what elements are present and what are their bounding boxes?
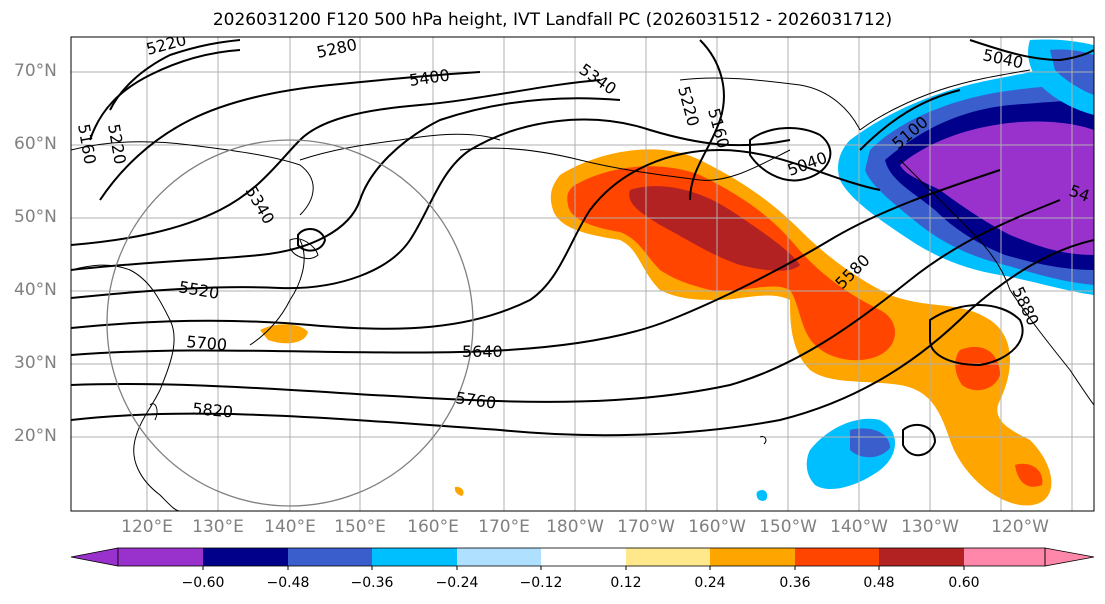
colorbar-tick-label: 0.36 bbox=[779, 575, 811, 591]
colorbar-tick-label: 0.24 bbox=[694, 575, 726, 591]
colorbar-cell bbox=[541, 548, 626, 566]
lat-label: 60°N bbox=[14, 134, 57, 154]
lon-label: 140°W bbox=[830, 517, 888, 537]
contour-label: 5700 bbox=[186, 332, 228, 354]
lat-label: 70°N bbox=[14, 61, 57, 81]
colorbar-cell bbox=[879, 548, 964, 566]
lon-label: 180°W bbox=[546, 517, 604, 537]
lat-label: 40°N bbox=[14, 280, 57, 300]
colorbar bbox=[70, 547, 1095, 570]
colorbar-tick-marks bbox=[202, 566, 965, 570]
colorbar-tick-label: −0.24 bbox=[435, 575, 479, 591]
lon-label: 120°W bbox=[991, 517, 1049, 537]
landfall-region-circle bbox=[106, 139, 474, 507]
colorbar-extend-low bbox=[70, 547, 119, 567]
lon-label: 160°W bbox=[688, 517, 746, 537]
colorbar-tick-label: −0.12 bbox=[519, 575, 563, 591]
lon-label: 150°E bbox=[334, 517, 386, 537]
map-title: 2026031200 F120 500 hPa height, IVT Land… bbox=[212, 10, 893, 30]
graticule bbox=[71, 37, 1094, 511]
colorbar-frame bbox=[117, 547, 1046, 567]
lat-label: 50°N bbox=[14, 207, 57, 227]
coastlines bbox=[71, 69, 1094, 511]
lon-label: 160°E bbox=[407, 517, 459, 537]
lon-label: 170°E bbox=[478, 517, 530, 537]
colorbar-cell bbox=[457, 548, 541, 566]
colorbar-cell bbox=[288, 548, 372, 566]
lon-label: 170°W bbox=[617, 517, 675, 537]
colorbar-tick-label: −0.36 bbox=[350, 575, 394, 591]
colorbar-cell bbox=[118, 548, 203, 566]
colorbar-cell bbox=[710, 548, 795, 566]
lat-label: 30°N bbox=[14, 353, 57, 373]
colorbar-cell bbox=[964, 548, 1045, 566]
colorbar-tick-label: 0.48 bbox=[863, 575, 895, 591]
lon-label: 130°E bbox=[192, 517, 244, 537]
map-frame bbox=[70, 36, 1095, 512]
lon-label: 120°E bbox=[121, 517, 173, 537]
colorbar-tick-label: 0.12 bbox=[610, 575, 642, 591]
colorbar-cell bbox=[626, 548, 710, 566]
colorbar-tick-label: 0.60 bbox=[948, 575, 980, 591]
colorbar-tick-label: −0.60 bbox=[181, 575, 225, 591]
colorbar-cell bbox=[203, 548, 288, 566]
contour-label: 5640 bbox=[462, 342, 503, 361]
colorbar-cell bbox=[795, 548, 879, 566]
map-panel: 5220 5280 5400 5340 5040 5160 5220 5340 … bbox=[71, 37, 1094, 511]
lon-label: 130°W bbox=[901, 517, 959, 537]
lon-label: 140°E bbox=[264, 517, 316, 537]
lon-label: 150°W bbox=[759, 517, 817, 537]
colorbar-extend-high bbox=[1044, 547, 1095, 567]
contour-label: 5820 bbox=[192, 399, 234, 421]
lat-label: 20°N bbox=[14, 426, 57, 446]
ivt-positive-shading bbox=[260, 149, 1052, 506]
colorbar-tick-label: −0.48 bbox=[266, 575, 310, 591]
colorbar-cell bbox=[372, 548, 457, 566]
ivt-negative-shading bbox=[756, 39, 1094, 501]
